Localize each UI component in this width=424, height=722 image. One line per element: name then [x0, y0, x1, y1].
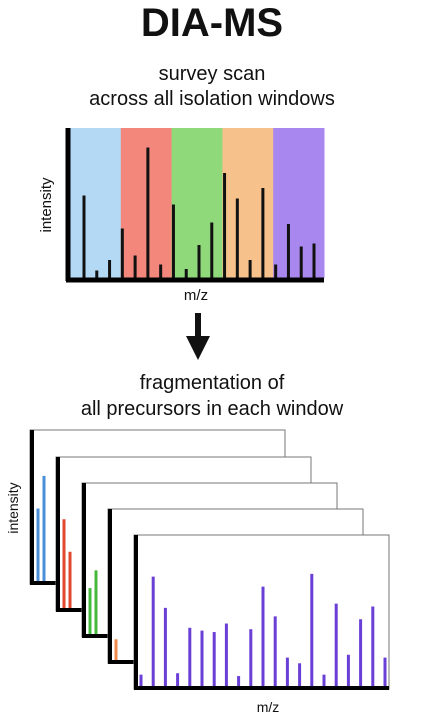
- isolation-window-3: [171, 128, 223, 278]
- fragment-spectra-stack: [29, 429, 390, 690]
- isolation-window-5: [273, 128, 325, 278]
- isolation-window-1: [70, 128, 122, 278]
- fragmentation-y-axis-label: intensity: [5, 482, 21, 533]
- fragmentation-caption-line2: all precursors in each window: [81, 398, 344, 420]
- fragmentation-caption-line1: fragmentation of: [140, 372, 285, 394]
- survey-x-axis-label: m/z: [184, 287, 208, 304]
- isolation-windows: [70, 128, 325, 278]
- fragment-spectrum-5: [133, 534, 390, 690]
- survey-y-axis-label: intensity: [38, 177, 55, 233]
- fragmentation-x-axis-label: m/z: [257, 699, 280, 715]
- survey-peaks: [82, 147, 316, 278]
- diagram-title: DIA-MS: [141, 1, 283, 45]
- survey-caption-line1: survey scan: [159, 63, 266, 85]
- down-arrow-icon: [186, 313, 210, 360]
- survey-caption-line2: across all isolation windows: [89, 88, 335, 110]
- isolation-window-4: [222, 128, 274, 278]
- survey-scan-chart: intensity m/z: [38, 128, 325, 304]
